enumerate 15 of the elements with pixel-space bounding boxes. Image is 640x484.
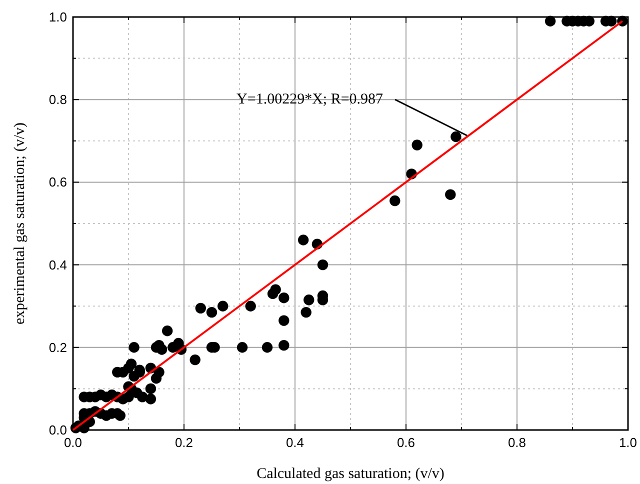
y-tick-label: 0.8 xyxy=(48,92,67,108)
x-axis-title: Calculated gas saturation; (v/v) xyxy=(256,466,444,482)
x-tick-label: 1.0 xyxy=(618,435,638,450)
x-tick-label: 0.6 xyxy=(396,435,416,450)
y-tick-label: 0.0 xyxy=(48,422,67,438)
x-tick-label: 0.8 xyxy=(508,435,526,450)
x-tick-label: 0.2 xyxy=(174,435,194,450)
y-tick-label: 0.2 xyxy=(48,340,67,355)
annotation: Y=1.00229*X; R=0.987 xyxy=(236,92,384,108)
y-tick-label: 1.0 xyxy=(48,10,67,24)
x-tick-label: 0.4 xyxy=(286,435,304,450)
y-tick-label: 0.6 xyxy=(48,174,67,190)
x-tick-label: 0.0 xyxy=(64,435,82,450)
y-tick-label: 0.4 xyxy=(48,257,67,272)
y-axis-title: experimental gas saturation; (v/v) xyxy=(12,122,28,325)
